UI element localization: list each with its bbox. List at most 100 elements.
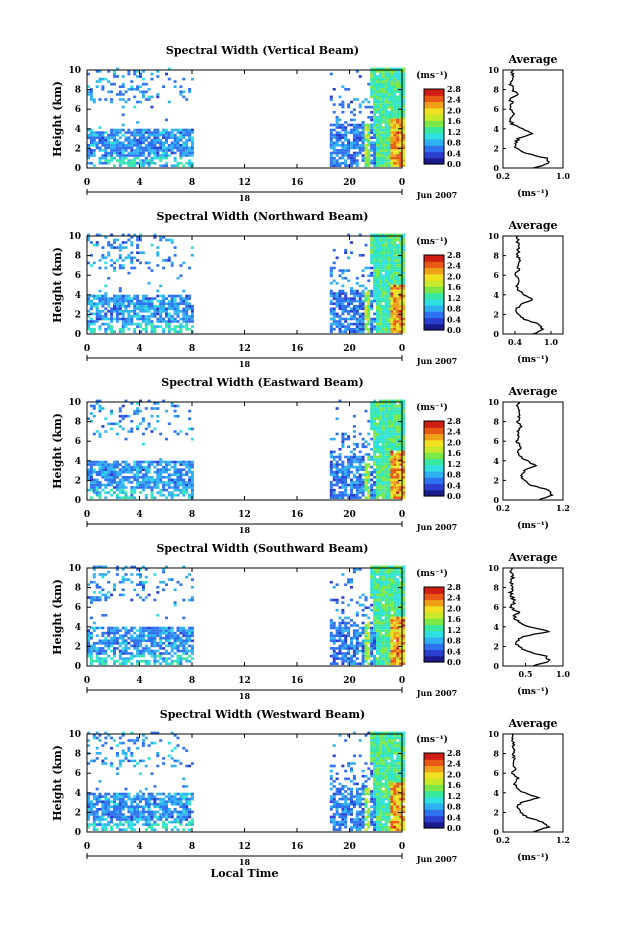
heatmap-cell	[376, 417, 379, 420]
heatmap-cell	[333, 637, 336, 640]
heatmap-cell	[373, 453, 376, 456]
heatmap-cell	[390, 642, 393, 645]
heatmap-cell	[151, 134, 154, 137]
heatmap-cell	[347, 484, 350, 487]
heatmap-cell	[107, 627, 110, 630]
heatmap-cell	[90, 98, 93, 101]
heatmap-cell	[396, 124, 399, 127]
heatmap-cell	[122, 297, 125, 300]
heatmap-cell	[191, 486, 194, 489]
heatmap-cell	[367, 297, 370, 300]
heatmap-cell	[373, 73, 376, 76]
heatmap-cell	[333, 586, 336, 589]
heatmap-cell	[191, 578, 194, 581]
heatmap-cell	[393, 573, 396, 576]
heatmap-cell	[393, 578, 396, 581]
heatmap-cell	[393, 164, 396, 167]
heatmap-cell	[390, 479, 393, 482]
heatmap-cell	[148, 629, 151, 632]
heatmap-cell	[373, 287, 376, 290]
heatmap-cell	[347, 142, 350, 145]
heatmap-cell	[370, 637, 373, 640]
heatmap-cell	[127, 318, 130, 321]
heatmap-cell	[373, 154, 376, 157]
heatmap-cell	[339, 124, 342, 127]
heatmap-cell	[185, 491, 188, 494]
heatmap-cell	[373, 428, 376, 431]
heatmap-cell	[104, 308, 107, 311]
heatmap-cell	[373, 632, 376, 635]
heatmap-cell	[107, 323, 110, 326]
heatmap-cell	[365, 292, 368, 295]
heatmap-cell	[127, 131, 130, 134]
heatmap-cell	[396, 96, 399, 99]
heatmap-cell	[179, 152, 182, 155]
heatmap-cell	[99, 573, 102, 576]
heatmap-cell	[370, 415, 373, 418]
heatmap-cell	[333, 315, 336, 318]
heatmap-cell	[101, 474, 104, 477]
heatmap-cell	[396, 614, 399, 617]
heatmap-cell	[396, 583, 399, 586]
heatmap-cell	[344, 320, 347, 323]
heatmap-cell	[356, 468, 359, 471]
heatmap-cell	[116, 461, 119, 464]
heatmap-cell	[396, 642, 399, 645]
heatmap-cell	[113, 136, 116, 139]
heatmap-cell	[370, 438, 373, 441]
heatmap-cell	[145, 262, 148, 265]
heatmap-cell	[376, 96, 379, 99]
heatmap-cell	[113, 246, 116, 249]
heatmap-cell	[127, 313, 130, 316]
heatmap-cell	[393, 297, 396, 300]
heatmap-cell	[382, 468, 385, 471]
heatmap-cell	[122, 484, 125, 487]
heatmap-cell	[156, 139, 159, 142]
heatmap-cell	[388, 101, 391, 104]
heatmap-cell	[191, 254, 194, 257]
heatmap-cell	[341, 136, 344, 139]
heatmap-cell	[388, 272, 391, 275]
heatmap-cell	[125, 131, 128, 134]
heatmap-cell	[353, 443, 356, 446]
heatmap-cell	[90, 474, 93, 477]
heatmap-cell	[388, 578, 391, 581]
heatmap-cell	[142, 305, 145, 308]
heatmap-cell	[382, 162, 385, 165]
x-tick-label: 20	[343, 510, 356, 520]
heatmap-cell	[341, 103, 344, 106]
heatmap-cell	[379, 249, 382, 252]
heatmap-cell	[139, 262, 142, 265]
heatmap-cell	[156, 407, 159, 410]
heatmap-cell	[390, 461, 393, 464]
heatmap-cell	[182, 96, 185, 99]
heatmap-cell	[373, 660, 376, 663]
heatmap-cell	[350, 655, 353, 658]
heatmap-cell	[393, 119, 396, 122]
heatmap-cell	[376, 251, 379, 254]
heatmap-cell	[330, 662, 333, 665]
heatmap-cell	[171, 239, 174, 242]
heatmap-cell	[359, 106, 362, 109]
heatmap-cell	[341, 149, 344, 152]
heatmap-cell	[350, 131, 353, 134]
heatmap-cell	[339, 632, 342, 635]
heatmap-cell	[148, 461, 151, 464]
heatmap-cell	[145, 295, 148, 298]
heatmap-cell	[365, 310, 368, 313]
heatmap-cell	[107, 91, 110, 94]
heatmap-cell	[174, 300, 177, 303]
heatmap-cell	[136, 471, 139, 474]
heatmap-cell	[393, 285, 396, 288]
heatmap-cell	[104, 285, 107, 288]
heatmap-cell	[393, 121, 396, 124]
heatmap-cell	[116, 305, 119, 308]
heatmap-cell	[179, 325, 182, 328]
y-tick-label: 2	[75, 310, 81, 320]
heatmap-cell	[347, 617, 350, 620]
heatmap-cell	[396, 257, 399, 260]
heatmap-cell	[339, 486, 342, 489]
heatmap-cell	[396, 453, 399, 456]
heatmap-cell	[136, 251, 139, 254]
heatmap-cell	[390, 330, 393, 333]
